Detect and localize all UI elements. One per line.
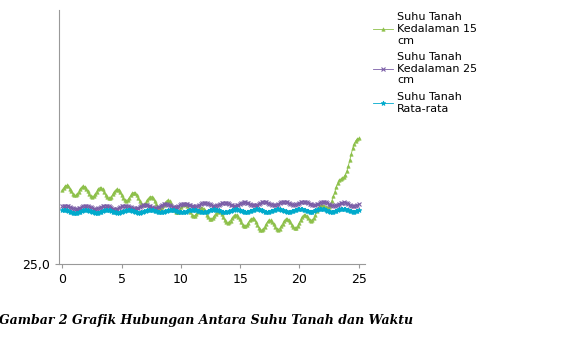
Suhu Tanah
Rata-rata	[355, 208, 362, 212]
Suhu Tanah
Kedalaman 25
cm	[115, 206, 122, 210]
Suhu Tanah
Kedalaman 15
cm	[76, 187, 83, 191]
Suhu Tanah
Kedalaman 15
cm	[355, 136, 362, 140]
Suhu Tanah
Rata-rata	[115, 211, 122, 215]
Line: Suhu Tanah
Kedalaman 15
cm: Suhu Tanah Kedalaman 15 cm	[61, 137, 360, 232]
Suhu Tanah
Kedalaman 25
cm	[59, 204, 66, 209]
Suhu Tanah
Kedalaman 15
cm	[59, 188, 66, 192]
Suhu Tanah
Kedalaman 25
cm	[71, 207, 78, 211]
Suhu Tanah
Rata-rata	[331, 209, 338, 213]
Line: Suhu Tanah
Rata-rata: Suhu Tanah Rata-rata	[60, 207, 361, 215]
Legend: Suhu Tanah
Kedalaman 15
cm, Suhu Tanah
Kedalaman 25
cm, Suhu Tanah
Rata-rata: Suhu Tanah Kedalaman 15 cm, Suhu Tanah K…	[370, 10, 480, 116]
Suhu Tanah
Kedalaman 25
cm	[78, 205, 85, 209]
Suhu Tanah
Kedalaman 25
cm	[139, 203, 146, 208]
Suhu Tanah
Kedalaman 25
cm	[300, 199, 307, 203]
Suhu Tanah
Rata-rata	[78, 209, 85, 213]
Suhu Tanah
Kedalaman 25
cm	[355, 202, 362, 207]
Suhu Tanah
Kedalaman 15
cm	[331, 190, 338, 194]
Suhu Tanah
Rata-rata	[71, 211, 78, 215]
Text: Gambar 2 Grafik Hubungan Antara Suhu Tanah dan Waktu: Gambar 2 Grafik Hubungan Antara Suhu Tan…	[0, 314, 413, 328]
Suhu Tanah
Kedalaman 15
cm	[138, 201, 145, 206]
Suhu Tanah
Kedalaman 15
cm	[71, 193, 78, 197]
Suhu Tanah
Rata-rata	[139, 210, 146, 214]
Suhu Tanah
Rata-rata	[72, 211, 79, 215]
Suhu Tanah
Rata-rata	[339, 207, 346, 211]
Line: Suhu Tanah
Kedalaman 25
cm: Suhu Tanah Kedalaman 25 cm	[61, 200, 360, 211]
Suhu Tanah
Kedalaman 15
cm	[114, 187, 121, 191]
Suhu Tanah
Kedalaman 25
cm	[72, 207, 79, 211]
Suhu Tanah
Kedalaman 25
cm	[343, 201, 350, 205]
Suhu Tanah
Kedalaman 15
cm	[342, 173, 349, 177]
Suhu Tanah
Kedalaman 15
cm	[258, 228, 265, 232]
Suhu Tanah
Rata-rata	[343, 208, 350, 212]
Suhu Tanah
Kedalaman 25
cm	[333, 203, 340, 207]
Suhu Tanah
Rata-rata	[59, 208, 66, 212]
